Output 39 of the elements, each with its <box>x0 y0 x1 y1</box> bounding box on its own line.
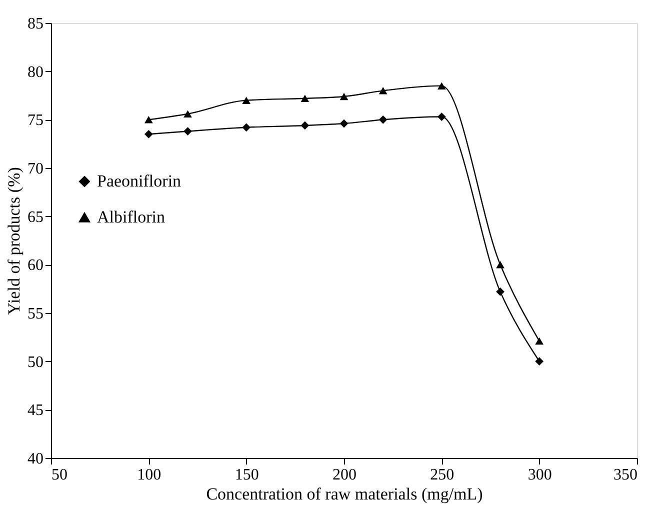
y-tick-label: 40 <box>28 450 44 468</box>
y-tick-label: 50 <box>28 354 44 371</box>
point <box>144 130 153 138</box>
point <box>340 119 348 128</box>
point <box>378 115 388 124</box>
x-tick-label: 250 <box>430 466 454 484</box>
legend-label: Albiflorin <box>97 208 166 226</box>
y-tick-label: 75 <box>28 112 44 130</box>
point <box>242 96 251 104</box>
x-tick-label: 300 <box>528 466 552 484</box>
y-tick-label: 65 <box>28 208 44 226</box>
legend-label: Paeoniflorin <box>97 172 182 190</box>
point <box>496 288 504 296</box>
y-tick-label: 45 <box>28 402 44 420</box>
point <box>242 123 251 132</box>
y-tick-label: 80 <box>28 64 44 81</box>
point <box>300 121 310 130</box>
x-tick-label: 50 <box>52 466 68 484</box>
y-tick-label: 85 <box>28 16 44 32</box>
y-tick-label: 55 <box>28 306 44 322</box>
x-tick-label: 350 <box>614 466 638 484</box>
point <box>144 116 153 124</box>
point <box>437 112 446 121</box>
x-axis-title: Concentration of raw materials (mg/mL) <box>206 484 483 504</box>
x-tick-label: 150 <box>234 466 259 484</box>
point <box>378 87 388 94</box>
point <box>300 94 310 102</box>
x-tick-label: 100 <box>137 466 162 484</box>
point <box>184 110 192 118</box>
x-tick-label: 200 <box>332 466 356 484</box>
point <box>535 357 544 366</box>
point <box>437 82 446 90</box>
point <box>340 92 348 100</box>
y-tick-label: 60 <box>28 257 44 274</box>
y-tick-label: 70 <box>28 160 44 178</box>
y-axis-title: Yield of products (%) <box>4 167 24 315</box>
point <box>535 337 544 345</box>
point <box>496 261 504 268</box>
point <box>184 127 192 136</box>
